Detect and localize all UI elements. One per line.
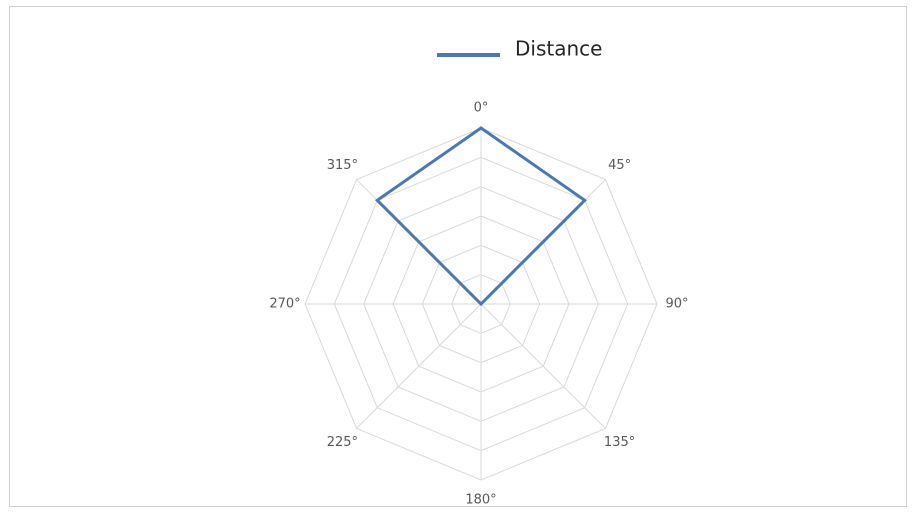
legend-label: Distance: [515, 37, 602, 61]
series-line: [374, 126, 588, 307]
chart-border: [9, 6, 907, 507]
axis-label: 225°: [327, 435, 358, 450]
axis-label: 270°: [269, 297, 300, 312]
axis-label: 180°: [465, 493, 496, 508]
axis-label: 135°: [604, 435, 635, 450]
spoke: [356, 303, 482, 429]
axis-label: 45°: [608, 158, 631, 173]
spoke: [480, 303, 606, 429]
axis-label: 0°: [474, 101, 489, 116]
axis-label: 90°: [665, 297, 688, 312]
axis-label: 315°: [327, 158, 358, 173]
